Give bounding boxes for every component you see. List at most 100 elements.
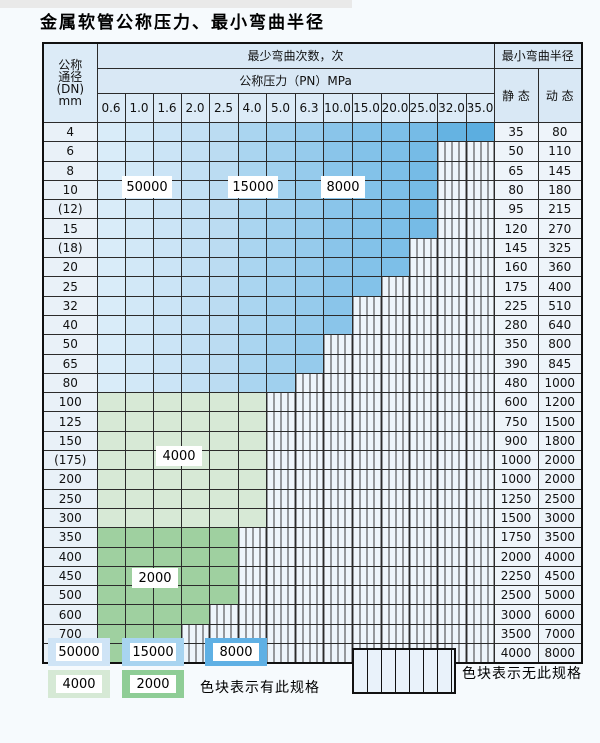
- spec-cell: [180, 276, 210, 297]
- spec-cell: [96, 314, 126, 336]
- spec-cell: [180, 218, 210, 239]
- dn-header-line: mm: [58, 94, 82, 108]
- static-radius-cell: 160: [493, 257, 539, 278]
- no-spec-cell: [465, 199, 495, 220]
- no-spec-cell: [294, 623, 324, 645]
- legend-swatch-label: 4000: [56, 675, 102, 693]
- no-spec-cell: [265, 488, 296, 509]
- spec-cell: [237, 411, 267, 432]
- spec-cell: [208, 295, 239, 316]
- spec-cell: [96, 218, 126, 239]
- pressure-values-row: 0.6 1.0 1.6 2.0 2.5 4.0 5.0 6.3 10.0 15.0 20.0 25.0…: [43, 93, 582, 123]
- no-spec-cell: [237, 565, 267, 587]
- spec-cell: [96, 565, 126, 587]
- static-radius-cell: 3500: [493, 623, 539, 645]
- table-row: (12) 95 215: [42, 199, 583, 220]
- dynamic-radius-cell: 145: [537, 160, 583, 181]
- no-spec-cell: [380, 334, 410, 355]
- spec-cell: [380, 121, 410, 143]
- spec-cell: [96, 141, 126, 162]
- spec-cell: [96, 507, 126, 529]
- table-row: 25 175 400: [42, 276, 583, 297]
- spec-cell: [152, 469, 182, 490]
- spec-cell: [180, 295, 210, 316]
- no-spec-cell: [265, 585, 296, 606]
- spec-cell: [96, 546, 126, 567]
- no-spec-cell: [465, 527, 495, 548]
- legend-swatch-label: 8000: [213, 643, 259, 661]
- no-spec-cell: [322, 565, 353, 587]
- dynamic-header: 动 态: [537, 68, 583, 123]
- no-spec-cell: [465, 488, 495, 509]
- no-spec-cell: [465, 565, 495, 587]
- spec-cell: [124, 160, 154, 181]
- spec-cell: [208, 546, 239, 567]
- static-radius-cell: 225: [493, 295, 539, 316]
- dn-cell: 250: [42, 488, 98, 509]
- spec-cell: [265, 314, 296, 336]
- no-spec-cell: [180, 623, 210, 645]
- dn-header-line: (DN): [56, 82, 85, 96]
- spec-cell: [237, 295, 267, 316]
- region-label-4000: 4000: [156, 446, 202, 466]
- no-spec-cell: [351, 314, 382, 336]
- no-spec-cell: [237, 546, 267, 567]
- no-spec-cell: [294, 507, 324, 529]
- dn-cell: 600: [42, 604, 98, 625]
- no-spec-cell: [380, 585, 410, 606]
- spec-cell: [237, 257, 267, 278]
- no-spec-cell: [465, 237, 495, 259]
- no-spec-cell: [265, 527, 296, 548]
- spec-cell: [124, 314, 154, 336]
- table-row: 450 2250 4500: [42, 565, 583, 587]
- pressure-value-header: 2.0: [180, 93, 210, 123]
- no-spec-cell: [436, 314, 467, 336]
- no-spec-cell: [380, 546, 410, 567]
- dn-cell: 10: [42, 179, 98, 201]
- pressure-value-header: 6.3: [294, 93, 324, 123]
- spec-cell: [180, 160, 210, 181]
- no-spec-cell: [322, 353, 353, 374]
- spec-cell: [322, 237, 353, 259]
- no-spec-cell: [322, 507, 353, 529]
- static-radius-cell: 1500: [493, 507, 539, 529]
- legend-swatch-label: 2000: [130, 675, 176, 693]
- dynamic-radius-cell: 3000: [537, 507, 583, 529]
- no-spec-cell: [351, 527, 382, 548]
- dynamic-radius-cell: 215: [537, 199, 583, 220]
- spec-cell: [237, 237, 267, 259]
- spec-cell: [96, 488, 126, 509]
- no-spec-cell: [294, 469, 324, 490]
- static-radius-cell: 145: [493, 237, 539, 259]
- no-spec-cell: [265, 623, 296, 645]
- spec-cell: [180, 141, 210, 162]
- table-row: 150 900 1800: [42, 430, 583, 452]
- spec-cell: [208, 160, 239, 181]
- no-spec-cell: [380, 314, 410, 336]
- spec-cell: [180, 179, 210, 201]
- spec-cell: [96, 295, 126, 316]
- spec-cell: [124, 237, 154, 259]
- no-spec-cell: [294, 450, 324, 471]
- no-spec-cell: [465, 295, 495, 316]
- spec-cell: [294, 295, 324, 316]
- no-spec-cell: [436, 546, 467, 567]
- spec-cell: [124, 199, 154, 220]
- min-bend-radius-header: 最小弯曲半径: [493, 42, 583, 69]
- dn-header-cell: 公称 通径 (DN) mm: [42, 42, 98, 123]
- dn-cell: 450: [42, 565, 98, 587]
- static-radius-cell: 1000: [493, 469, 539, 490]
- spec-cell: [351, 276, 382, 297]
- pressure-value-header: 10.0: [322, 93, 353, 123]
- spec-cell: [152, 276, 182, 297]
- dynamic-radius-cell: 325: [537, 237, 583, 259]
- spec-cell: [124, 276, 154, 297]
- no-spec-cell: [465, 179, 495, 201]
- spec-cell: [237, 430, 267, 452]
- dynamic-radius-cell: 7000: [537, 623, 583, 645]
- spec-cell: [208, 218, 239, 239]
- spec-cell: [124, 488, 154, 509]
- no-spec-cell: [436, 199, 467, 220]
- spec-cell: [124, 604, 154, 625]
